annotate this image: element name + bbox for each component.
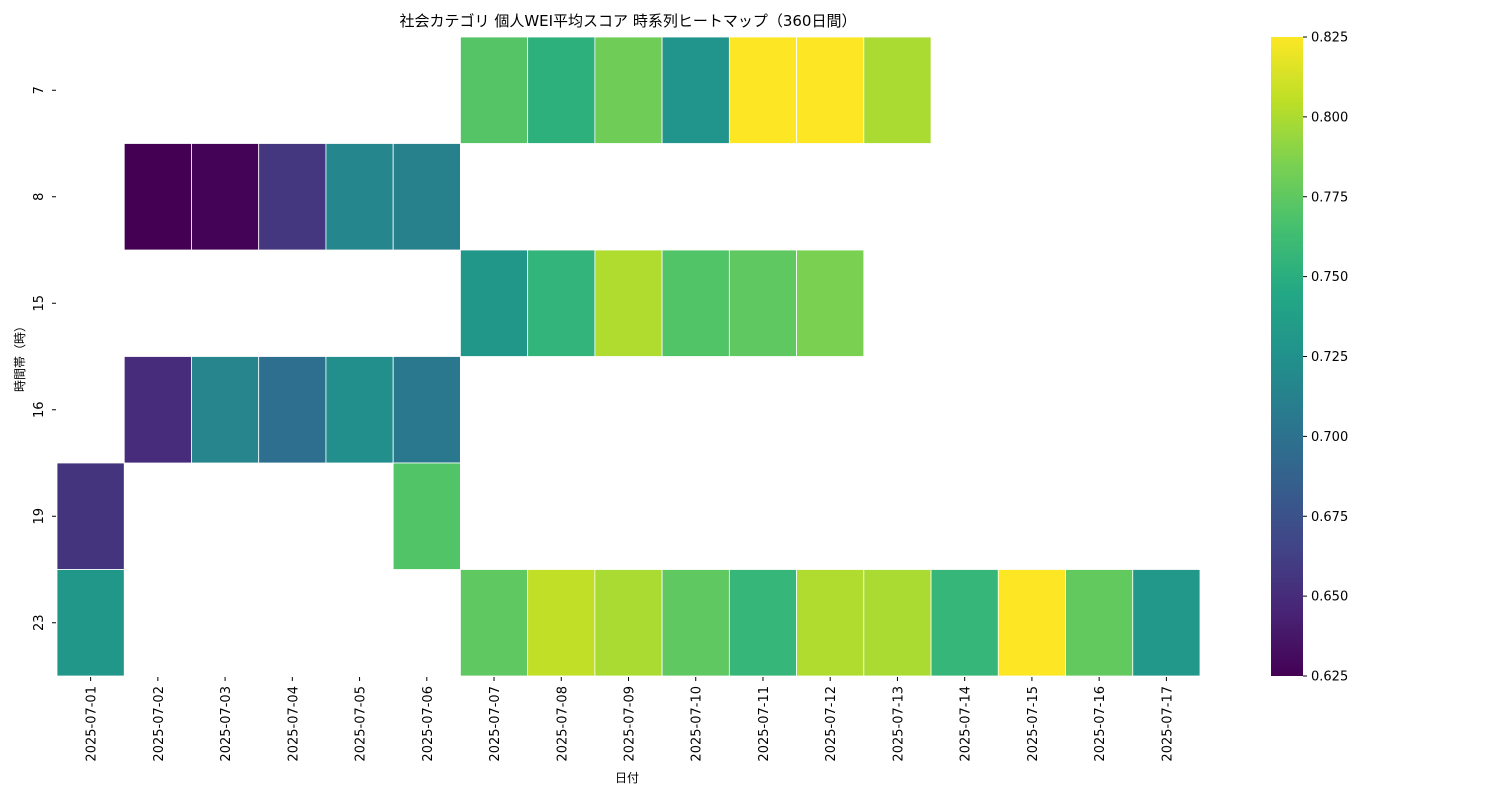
x-axis-label: 日付 [615,771,639,785]
colorbar-tick-label: 0.675 [1311,510,1348,525]
y-tick-label: 8 [32,193,47,201]
y-axis-ticks: 7 8 15 16 19 23 [32,86,56,631]
x-tick-label: 2025-07-03 [219,686,234,762]
heatmap-cell [1132,569,1201,677]
heatmap-cell [863,36,932,144]
heatmap-cell [796,249,865,357]
x-tick-label: 2025-07-08 [555,686,570,762]
heatmap-cell [527,36,596,144]
y-tick-label: 19 [32,508,47,525]
heatmap-cell [258,356,327,464]
heatmap-cell [191,143,260,251]
heatmap-cell [392,462,461,570]
colorbar-tick-label: 0.650 [1311,590,1348,605]
heatmap-cell [392,143,461,251]
y-tick-label: 16 [32,401,47,418]
heatmap-cell [56,462,125,570]
x-tick-label: 2025-07-14 [959,686,974,762]
heatmap-cell [392,356,461,464]
x-axis-ticks: 2025-07-01 2025-07-02 2025-07-03 2025-07-04… [85,677,1175,762]
x-tick-label: 2025-07-12 [824,686,839,762]
x-tick-label: 2025-07-01 [85,686,100,762]
heatmap-cell [594,569,663,677]
x-tick-label: 2025-07-05 [354,686,369,762]
heatmap-cell [728,249,797,357]
y-axis-label: 時間帯（時） [13,320,27,392]
heatmap-cell [460,249,529,357]
heatmap-cell [796,36,865,144]
heatmap-cell [1065,569,1134,677]
x-tick-label: 2025-07-16 [1093,686,1108,762]
heatmap-cell [796,569,865,677]
y-tick-label: 7 [32,86,47,94]
heatmap-cell [728,36,797,144]
colorbar-tick-label: 0.625 [1311,670,1348,685]
colorbar-tick-label: 0.825 [1311,31,1348,46]
heatmap-cell [997,569,1066,677]
heatmap-cell [594,249,663,357]
colorbar-tick-label: 0.775 [1311,190,1348,205]
heatmap-cell [930,569,999,677]
x-tick-label: 2025-07-06 [421,686,436,762]
heatmap-cell [863,569,932,677]
heatmap-cell [527,249,596,357]
colorbar-tick-label: 0.750 [1311,270,1348,285]
colorbar-tick-label: 0.725 [1311,350,1348,365]
x-tick-label: 2025-07-10 [690,686,705,762]
heatmap-cell [728,569,797,677]
x-tick-label: 2025-07-04 [286,686,301,762]
x-tick-label: 2025-07-07 [488,686,503,762]
heatmap-cell [460,36,529,144]
colorbar-tick-label: 0.800 [1311,110,1348,125]
heatmap-cell [594,36,663,144]
x-tick-label: 2025-07-13 [891,686,906,762]
colorbar-tick-label: 0.700 [1311,430,1348,445]
x-tick-label: 2025-07-09 [623,686,638,762]
heatmap-cell [191,356,260,464]
chart-title: 社会カテゴリ 個人WEI平均スコア 時系列ヒートマップ（360日間） [400,12,857,30]
heatmap-cell [527,569,596,677]
heatmap-cell [258,143,327,251]
heatmap-cell [661,36,730,144]
x-tick-label: 2025-07-11 [757,686,772,762]
heatmap-cell [661,249,730,357]
x-tick-label: 2025-07-02 [152,686,167,762]
heatmap-cell [123,356,192,464]
heatmap-cell [56,569,125,677]
y-tick-label: 15 [32,295,47,312]
heatmap-cell [325,356,394,464]
heatmap-cell [460,569,529,677]
heatmap-cell [123,143,192,251]
heatmap-cells [56,36,1201,677]
colorbar [1271,37,1303,676]
colorbar-ticks: 0.625 0.650 0.675 0.700 0.725 0.750 0.775 0.800… [1303,31,1348,685]
x-tick-label: 2025-07-17 [1160,686,1175,762]
heatmap-cell [661,569,730,677]
x-tick-label: 2025-07-15 [1026,686,1041,762]
heatmap-cell [325,143,394,251]
y-tick-label: 23 [32,614,47,631]
